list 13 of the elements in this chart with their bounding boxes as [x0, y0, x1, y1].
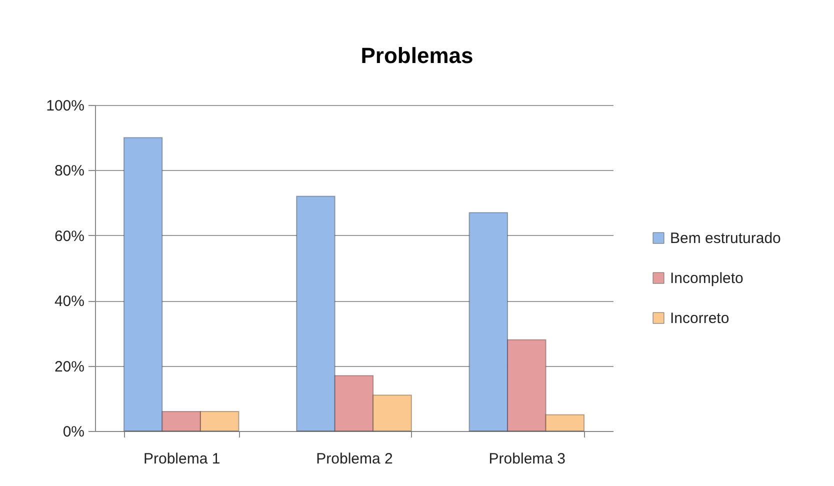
y-tick-label: 100%	[46, 98, 84, 114]
legend-label: Incompleto	[670, 270, 744, 288]
x-tick-label: Problema 2	[316, 450, 393, 468]
y-tick-label: 60%	[54, 228, 84, 245]
legend-label: Incorreto	[670, 310, 730, 328]
y-tick-label: 40%	[54, 293, 84, 310]
y-tick-label: 80%	[54, 162, 84, 180]
legend-label: Bem estruturado	[670, 230, 781, 248]
x-tick-label: Problema 3	[488, 450, 566, 468]
x-tick-label: Problema 1	[143, 450, 220, 468]
y-tick-label: 0%	[62, 424, 84, 440]
chart-title: Problemas	[360, 43, 474, 68]
y-tick-label: 20%	[54, 358, 84, 376]
